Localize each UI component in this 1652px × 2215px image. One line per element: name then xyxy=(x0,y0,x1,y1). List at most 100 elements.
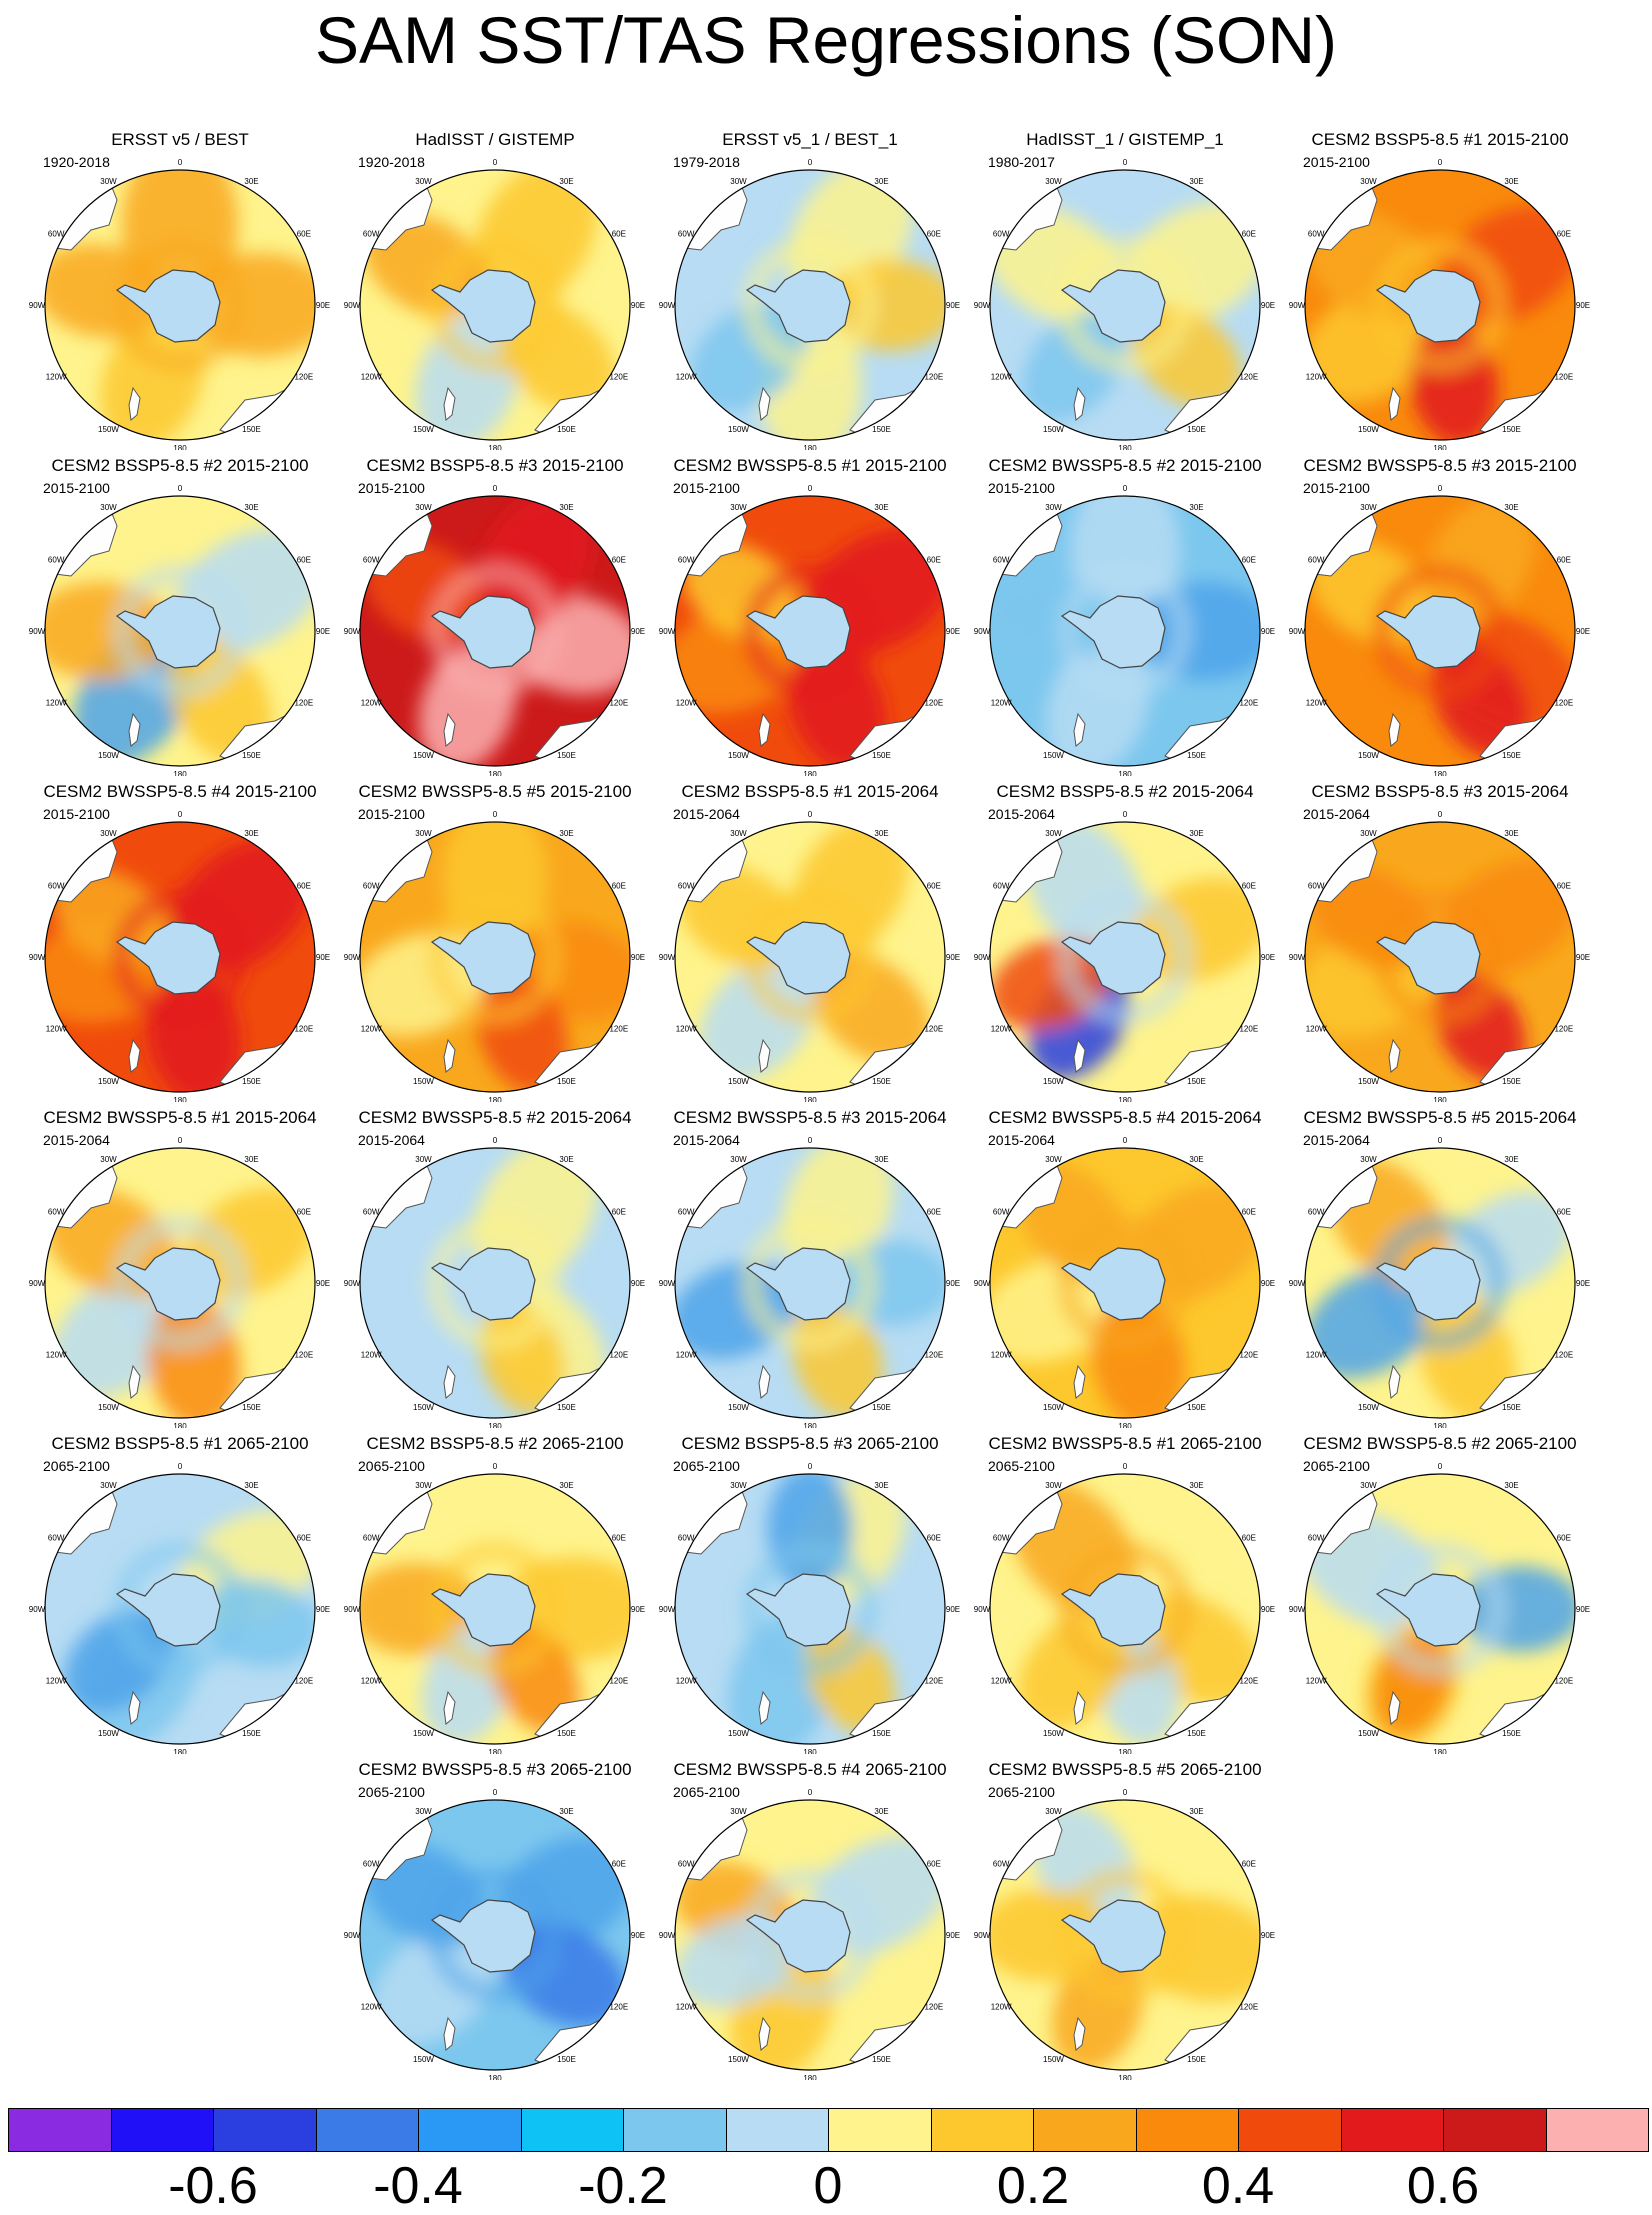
longitude-label: 90W xyxy=(1289,1279,1306,1288)
circumpolar-band xyxy=(1058,890,1192,1024)
map-boundary xyxy=(44,821,316,1093)
antarctica xyxy=(1060,1899,1166,1973)
longitude-label: 90E xyxy=(631,627,645,636)
longitude-label: 30W xyxy=(1360,177,1377,186)
panel-title: HadISST_1 / GISTEMP_1 xyxy=(1026,130,1224,149)
map-panel: CESM2 BSSP5-8.5 #1 2015-2100 2015-2100 0 30… xyxy=(1285,130,1595,450)
longitude-label: 150W xyxy=(413,1403,434,1412)
panel-period: 2015-2100 xyxy=(43,806,110,822)
longitude-label: 0 xyxy=(493,158,498,167)
longitude-label: 150W xyxy=(98,1729,119,1738)
longitude-label: 30E xyxy=(244,1481,258,1490)
longitude-label: 90E xyxy=(946,1279,960,1288)
longitude-label: 90E xyxy=(316,301,330,310)
longitude-label: 90E xyxy=(1576,953,1590,962)
longitude-label: 90E xyxy=(631,1605,645,1614)
map-boundary xyxy=(989,169,1261,441)
longitude-label: 180 xyxy=(488,1096,502,1102)
panel-title: CESM2 BWSSP5-8.5 #2 2015-2100 xyxy=(988,456,1262,475)
longitude-label: 150E xyxy=(1187,751,1206,760)
longitude-label: 150W xyxy=(1358,425,1379,434)
map-boundary xyxy=(44,1147,316,1419)
colorbar-swatch xyxy=(1135,2108,1239,2152)
longitude-label: 60W xyxy=(678,1860,695,1869)
anomaly-region xyxy=(675,1916,796,2009)
longitude-label: 90W xyxy=(659,1279,676,1288)
longitude-label: 90E xyxy=(946,627,960,636)
longitude-label: 30W xyxy=(730,1807,747,1816)
longitude-label: 120W xyxy=(991,373,1012,382)
longitude-label: 150W xyxy=(728,1403,749,1412)
longitude-label: 120E xyxy=(924,1351,943,1360)
longitude-label: 120E xyxy=(1554,373,1573,382)
antarctica xyxy=(430,1247,536,1321)
longitude-label: 180 xyxy=(173,1748,187,1754)
longitude-label: 90E xyxy=(946,953,960,962)
longitude-label: 150W xyxy=(98,425,119,434)
panel-title: CESM2 BWSSP5-8.5 #1 2015-2100 xyxy=(673,456,947,475)
longitude-label: 150W xyxy=(413,1729,434,1738)
antarctica xyxy=(745,269,851,343)
polar-map: 0 30E 60E 90E 120E 150E 180 150W 120W 90W 60W 30W xyxy=(1289,1462,1590,1754)
longitude-label: 150W xyxy=(728,1729,749,1738)
longitude-label: 30E xyxy=(1504,1481,1518,1490)
anomaly-region xyxy=(767,1474,853,1592)
polar-map: 0 30E 60E 90E 120E 150E 180 150W 120W 90W 60W 30W xyxy=(29,484,330,776)
longitude-label: 90W xyxy=(29,953,46,962)
colorbar-tick-label: 0.4 xyxy=(1201,2157,1275,2215)
panel-title: CESM2 BSSP5-8.5 #1 2065-2100 xyxy=(51,1434,309,1453)
circumpolar-band xyxy=(1058,238,1192,372)
longitude-label: 30W xyxy=(1045,1481,1062,1490)
longitude-label: 90E xyxy=(946,301,960,310)
longitude-label: 150W xyxy=(1358,1077,1379,1086)
longitude-label: 90E xyxy=(1261,1279,1275,1288)
longitude-label: 60W xyxy=(993,230,1010,239)
longitude-label: 30E xyxy=(1504,177,1518,186)
longitude-label: 120E xyxy=(1554,699,1573,708)
longitude-label: 60E xyxy=(927,882,941,891)
polar-map: 0 30E 60E 90E 120E 150E 180 150W 120W 90W 60W 30W xyxy=(1289,158,1590,450)
new-zealand-land xyxy=(128,712,141,747)
longitude-label: 60W xyxy=(678,882,695,891)
circumpolar-band xyxy=(1058,564,1192,698)
longitude-label: 90E xyxy=(1576,1279,1590,1288)
longitude-label: 150E xyxy=(1187,425,1206,434)
longitude-label: 180 xyxy=(1433,1096,1447,1102)
polar-map: 0 30E 60E 90E 120E 150E 180 150W 120W 90W 60W 30W xyxy=(344,1136,645,1428)
longitude-label: 150W xyxy=(1043,425,1064,434)
colorbar-swatch xyxy=(1340,2108,1444,2152)
longitude-label: 150W xyxy=(728,1077,749,1086)
anomaly-region xyxy=(497,300,616,413)
map-panel: CESM2 BWSSP5-8.5 #4 2015-2100 2015-2100 0 3… xyxy=(25,782,335,1102)
longitude-label: 60W xyxy=(1308,882,1325,891)
longitude-label: 60E xyxy=(927,1208,941,1217)
panel-title: CESM2 BWSSP5-8.5 #2 2065-2100 xyxy=(1303,1434,1577,1453)
colorbar-swatch xyxy=(520,2108,624,2152)
longitude-label: 180 xyxy=(1118,1748,1132,1754)
longitude-label: 90E xyxy=(1576,301,1590,310)
longitude-label: 120E xyxy=(1239,1677,1258,1686)
longitude-label: 30W xyxy=(100,503,117,512)
panel-title: CESM2 BSSP5-8.5 #2 2065-2100 xyxy=(366,1434,624,1453)
longitude-label: 120W xyxy=(361,1025,382,1034)
map-panel: CESM2 BSSP5-8.5 #1 2065-2100 2065-2100 0 30… xyxy=(25,1434,335,1754)
anomaly-region xyxy=(370,1927,497,2046)
panel-period: 2015-2064 xyxy=(673,1132,740,1148)
circumpolar-band xyxy=(743,238,877,372)
longitude-label: 90W xyxy=(29,1605,46,1614)
longitude-label: 150E xyxy=(557,2055,576,2064)
longitude-label: 90E xyxy=(1576,1605,1590,1614)
longitude-label: 0 xyxy=(808,1136,813,1145)
longitude-label: 0 xyxy=(1438,810,1443,819)
colorbar-tick-label: 0.2 xyxy=(996,2157,1070,2215)
anomaly-region xyxy=(1446,1190,1572,1296)
longitude-label: 90E xyxy=(316,627,330,636)
longitude-label: 60W xyxy=(363,1208,380,1217)
map-boundary xyxy=(674,495,946,767)
longitude-label: 30E xyxy=(559,177,573,186)
longitude-label: 150E xyxy=(1187,1403,1206,1412)
longitude-label: 30W xyxy=(415,503,432,512)
new-zealand-land xyxy=(758,1690,771,1725)
longitude-label: 0 xyxy=(178,484,183,493)
longitude-label: 120W xyxy=(46,699,67,708)
